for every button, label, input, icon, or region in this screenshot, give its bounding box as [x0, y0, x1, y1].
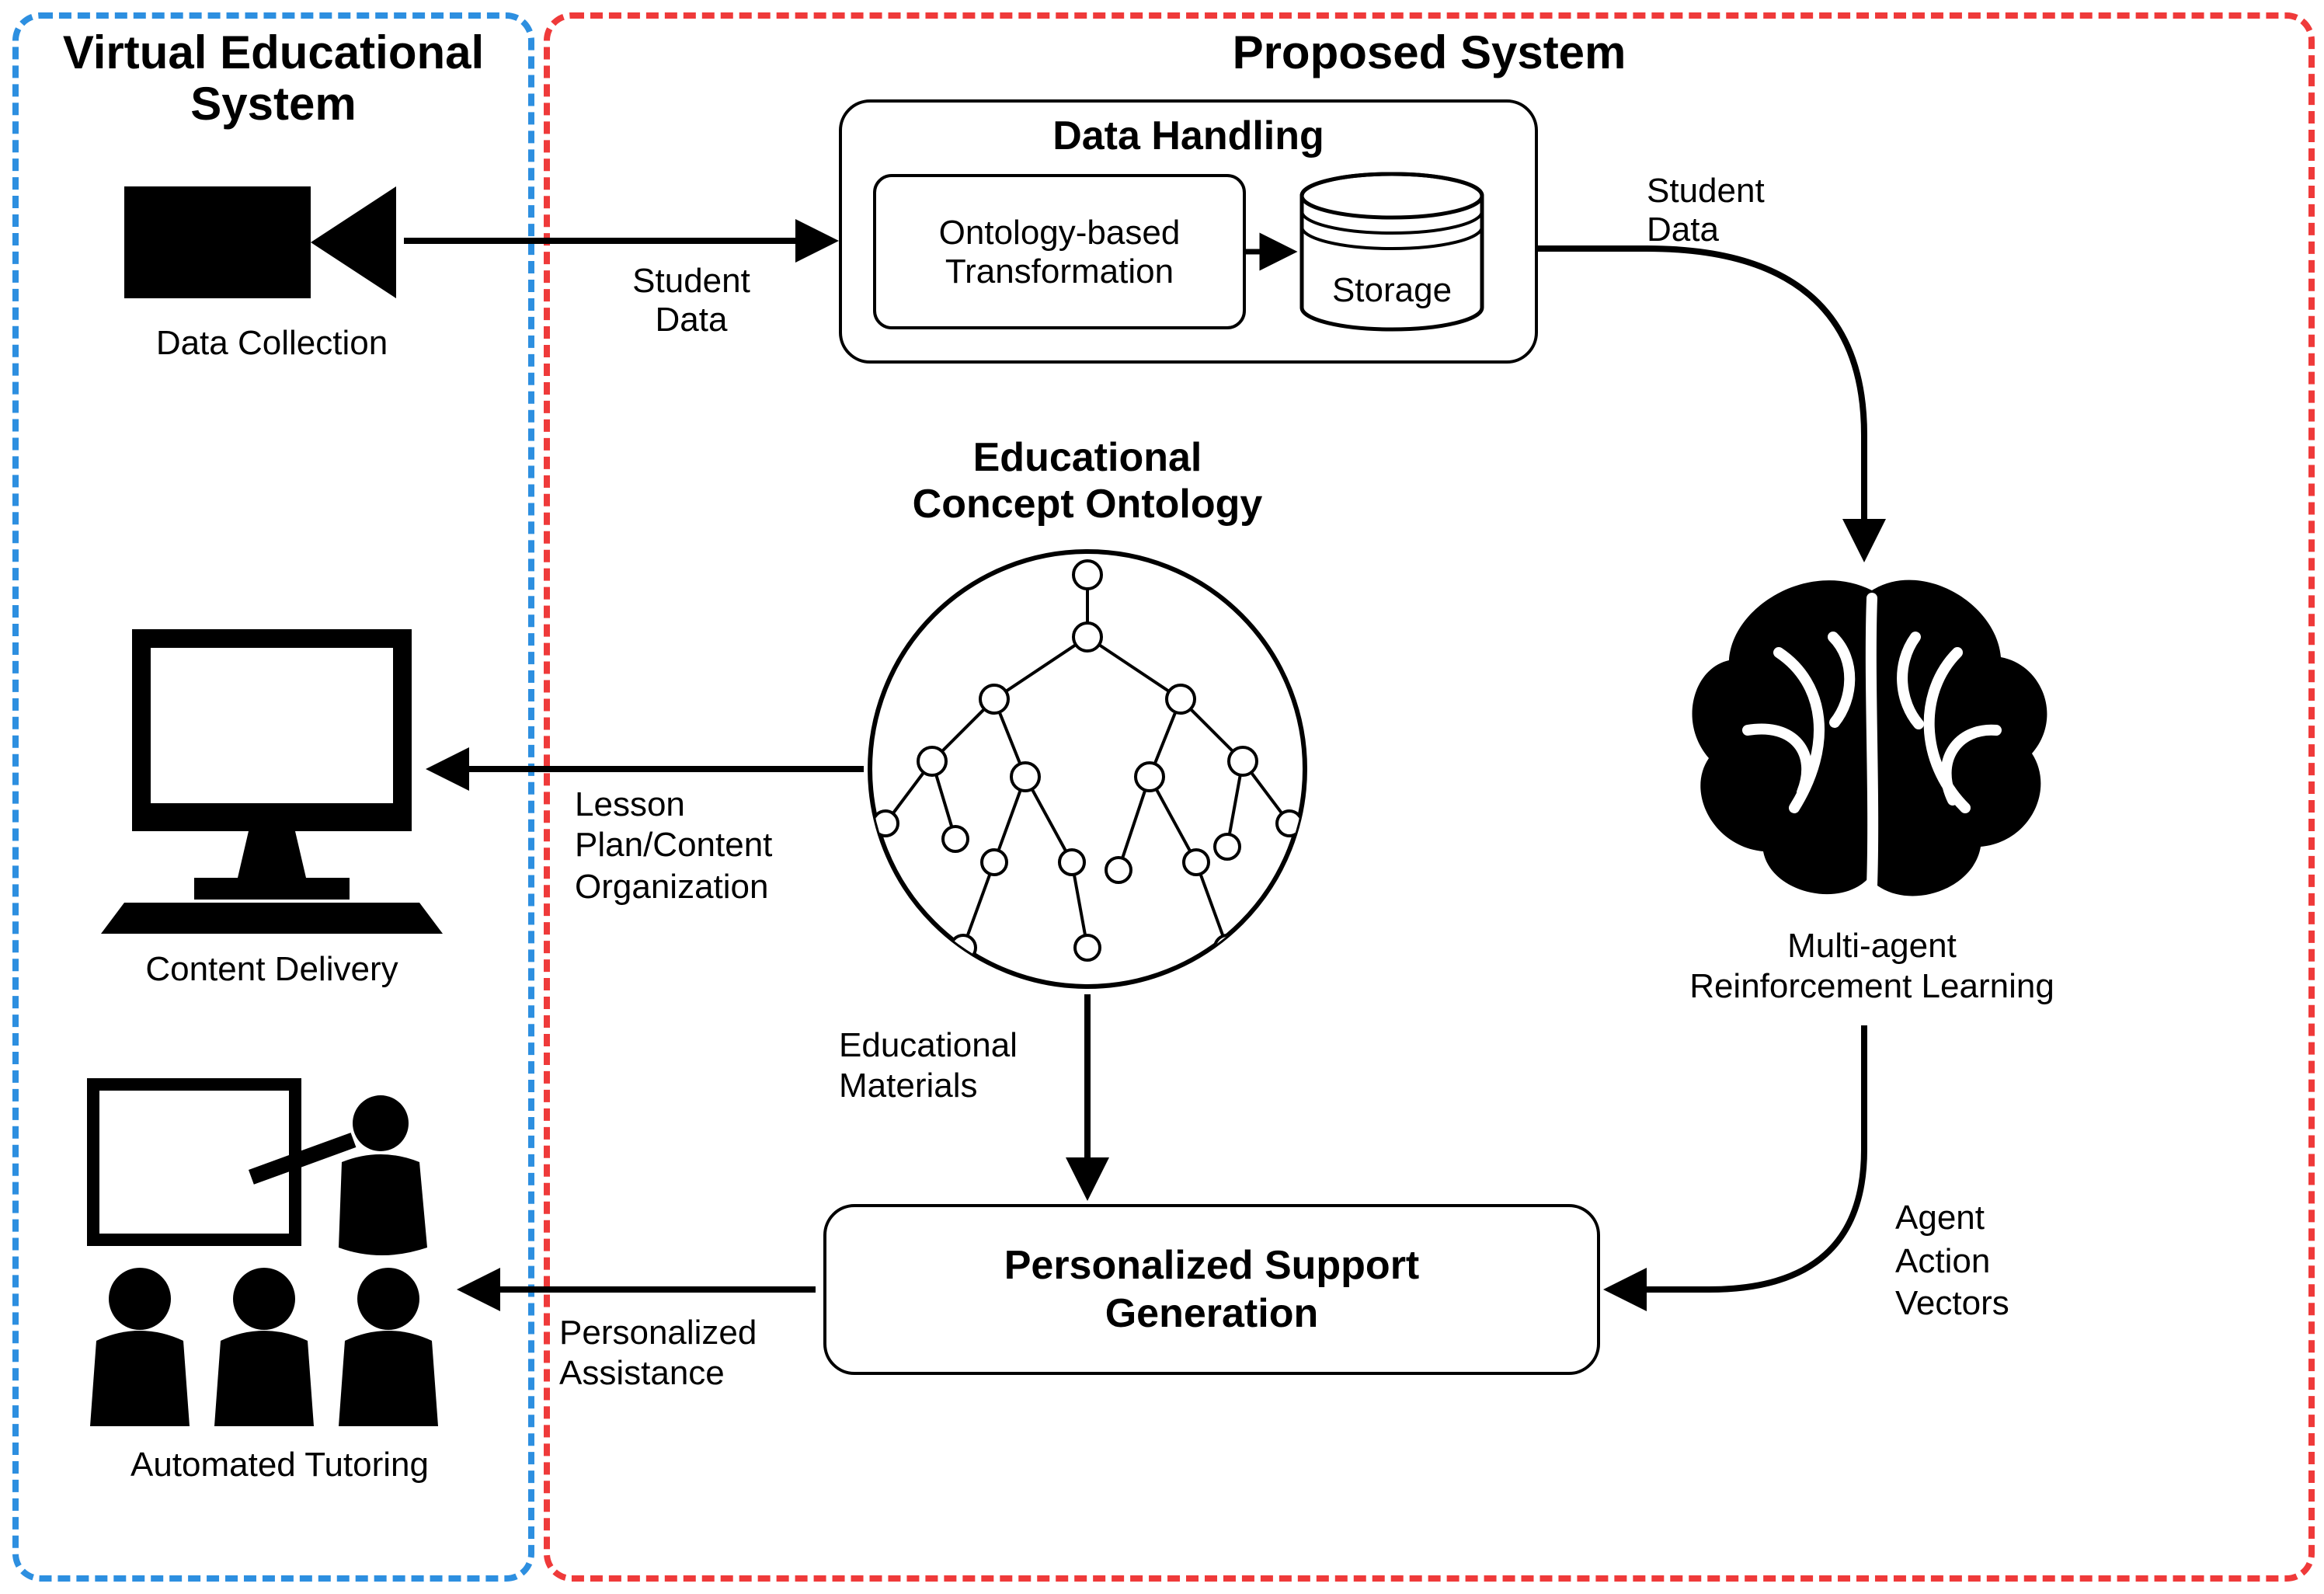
brain-label-line2: Reinforcement Learning: [1689, 967, 2054, 1006]
personalized-assistance-label: Personalized Assistance: [559, 1313, 839, 1395]
ontology-transform-line1: Ontology-based: [939, 212, 1181, 251]
left-region-title: Virtual Educational System: [28, 28, 519, 131]
student-data-right-label: Student Data: [1647, 171, 1849, 249]
ontology-transform-box: Ontology-based Transformation: [873, 174, 1246, 329]
support-generation-text: Personalized Support Generation: [1004, 1241, 1420, 1338]
right-region-title-text: Proposed System: [1233, 28, 1626, 79]
support-generation-line1: Personalized Support: [1004, 1241, 1420, 1288]
brain-label: Multi-agent Reinforcement Learning: [1639, 926, 2105, 1008]
right-region-title: Proposed System: [559, 28, 2299, 81]
virtual-educational-system-region: [12, 12, 534, 1582]
ontology-title-line2: Concept Ontology: [913, 480, 1263, 527]
left-region-title-line2: System: [190, 79, 356, 131]
educational-materials-label: Educational Materials: [839, 1025, 1087, 1108]
data-handling-title: Data Handling: [839, 112, 1538, 160]
ontology-transform-text: Ontology-based Transformation: [939, 212, 1181, 291]
student-data-left-label: Student Data: [590, 261, 792, 339]
content-delivery-label: Content Delivery: [93, 949, 451, 990]
agent-action-vectors-label: Agent Action Vectors: [1895, 1196, 2113, 1324]
ontology-transform-line2: Transformation: [945, 252, 1174, 291]
left-region-title-line1: Virtual Educational: [63, 28, 484, 79]
brain-label-line1: Multi-agent: [1787, 926, 1957, 965]
automated-tutoring-label: Automated Tutoring: [78, 1445, 482, 1485]
storage-label: Storage: [1299, 270, 1485, 311]
ontology-title: Educational Concept Ontology: [823, 435, 1352, 528]
lesson-plan-label: Lesson Plan/Content Organization: [575, 785, 839, 907]
support-generation-line2: Generation: [1105, 1289, 1319, 1336]
support-generation-box: Personalized Support Generation: [823, 1204, 1600, 1375]
ontology-title-line1: Educational: [973, 433, 1202, 480]
data-collection-label: Data Collection: [93, 323, 451, 364]
